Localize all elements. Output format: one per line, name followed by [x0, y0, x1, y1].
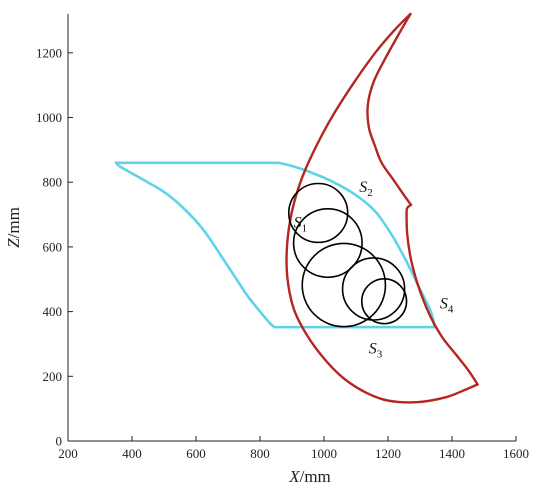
- red-outer-curve: [285, 12, 479, 404]
- region-label-s2: S2: [359, 179, 373, 199]
- x-tick-label: 1200: [375, 446, 401, 461]
- labels: S1 S2 S3 S4: [294, 179, 454, 361]
- cyan-right-curve: [277, 161, 436, 329]
- y-tick-label: 1000: [36, 110, 62, 125]
- ticks: 200 400 600 800 1000 1200 1400 1600020040060080…: [36, 45, 529, 461]
- cyan-left-curve: [114, 161, 276, 329]
- y-tick-label: 400: [43, 304, 63, 319]
- y-tick-label: 800: [43, 175, 63, 190]
- red-inner-curve: [366, 12, 413, 207]
- x-tick-label: 1000: [311, 446, 337, 461]
- region-label-s4: S4: [440, 295, 454, 315]
- shapes: [114, 12, 479, 404]
- x-axis-label: X/mm: [288, 467, 331, 486]
- envelope-circle: [292, 207, 363, 279]
- x-tick-label: 1400: [439, 446, 465, 461]
- x-tick-label: 200: [58, 446, 78, 461]
- y-axis-label: Z/mm: [4, 207, 23, 248]
- x-tick-label: 1600: [503, 446, 529, 461]
- envelope-circle: [341, 257, 406, 321]
- y-tick-label: 200: [43, 369, 63, 384]
- x-tick-label: 400: [122, 446, 142, 461]
- envelope-circle: [301, 242, 387, 328]
- x-tick-label: 600: [186, 446, 206, 461]
- circles: [287, 182, 408, 328]
- x-tick-label: 800: [250, 446, 270, 461]
- region-label-s3: S3: [369, 341, 383, 361]
- y-tick-label: 0: [56, 434, 63, 449]
- y-tick-label: 600: [43, 239, 63, 254]
- red-lower-right-curve: [405, 203, 479, 386]
- y-tick-label: 1200: [36, 45, 62, 60]
- envelope-circle: [287, 182, 349, 244]
- axes: [67, 14, 516, 442]
- region-label-s1: S1: [294, 215, 308, 235]
- envelope-circle: [360, 278, 408, 325]
